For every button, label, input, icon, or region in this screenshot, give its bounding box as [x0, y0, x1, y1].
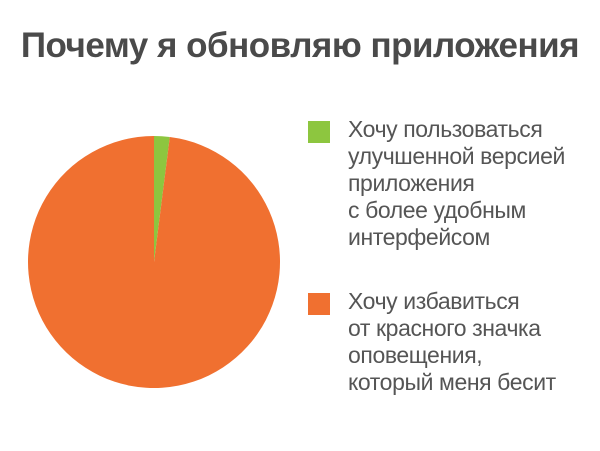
pie-slice-red-badge: [27, 136, 281, 388]
legend-line: оповещения,: [348, 342, 483, 368]
legend-line: который меня бесит: [348, 369, 556, 395]
legend-item-red-badge: Хочу избавиться от красного значка опове…: [308, 288, 588, 396]
legend-line: Хочу пользоваться: [348, 116, 543, 142]
legend-line: с более удобным: [348, 197, 526, 223]
legend-line: улучшенной версией: [348, 143, 565, 169]
legend-line: интерфейсом: [348, 224, 490, 250]
legend-item-better-version: Хочу пользоваться улучшенной версией при…: [308, 116, 588, 251]
legend-swatch-orange: [308, 293, 330, 315]
legend-line: Хочу избавиться: [348, 288, 520, 314]
chart-title: Почему я обновляю приложения: [20, 26, 580, 65]
legend-line: приложения: [348, 170, 475, 196]
legend-label-red-badge: Хочу избавиться от красного значка опове…: [348, 288, 588, 396]
legend-swatch-green: [308, 121, 330, 143]
pie-slice-better-version: [154, 136, 170, 262]
legend-line: от красного значка: [348, 315, 541, 341]
legend-label-better-version: Хочу пользоваться улучшенной версией при…: [348, 116, 588, 251]
